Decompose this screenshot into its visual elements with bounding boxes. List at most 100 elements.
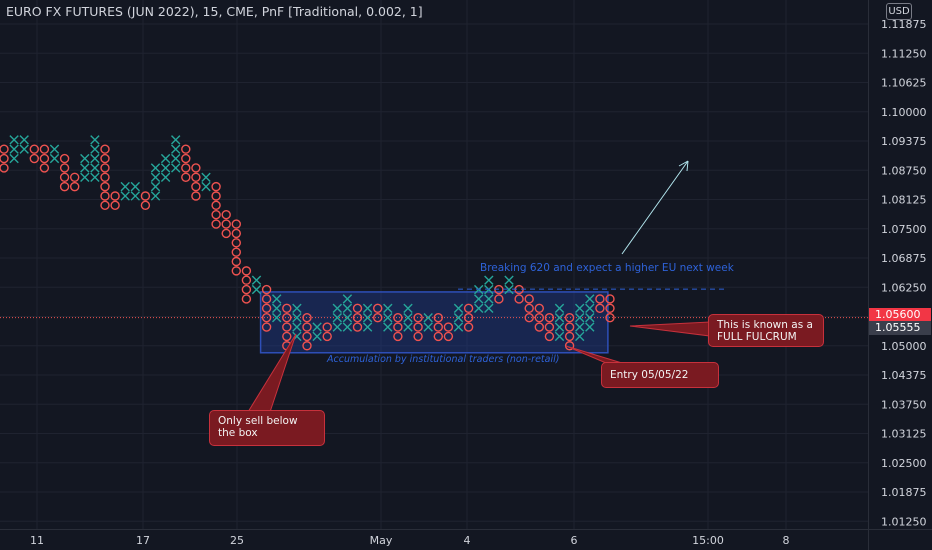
x-box [90, 153, 100, 164]
x-stroke [49, 153, 60, 164]
o-box [39, 144, 50, 154]
x-stroke [484, 303, 494, 314]
x-stroke [171, 163, 181, 173]
x-box [150, 191, 161, 201]
x-tick-label: May [370, 534, 393, 547]
fulcrum-note-pointer [629, 321, 711, 337]
o-box [463, 322, 474, 332]
x-box [484, 284, 494, 295]
annotation-lines [247, 160, 728, 413]
x-box [160, 163, 171, 173]
sell-note-line-2: the box [218, 427, 258, 439]
x-box [585, 322, 595, 332]
x-stroke [80, 172, 90, 182]
target-arrow-head [678, 160, 689, 172]
x-box [171, 153, 181, 164]
x-stroke [171, 144, 181, 154]
x-box [171, 163, 181, 173]
o-box [302, 322, 312, 332]
x-stroke [201, 181, 211, 192]
y-tick-label: 1.02500 [881, 457, 927, 470]
x-tick-label: 4 [464, 534, 471, 547]
accumulation-box [259, 291, 609, 354]
o-box [231, 266, 242, 276]
x-box [474, 284, 484, 295]
x-box [383, 303, 393, 314]
x-stroke [130, 181, 140, 192]
o-box [100, 181, 110, 192]
o-box [352, 303, 363, 314]
fulcrum-note-line-1: This is known as a [717, 319, 813, 331]
o-box [29, 144, 39, 154]
o-box [59, 153, 70, 164]
o-box [564, 312, 575, 323]
x-box [150, 172, 161, 182]
o-box [110, 191, 120, 201]
x-box [362, 322, 373, 332]
x-stroke [251, 284, 262, 295]
o-box [352, 322, 363, 332]
o-box [191, 172, 201, 182]
o-box [443, 331, 454, 342]
x-stroke [332, 303, 342, 314]
o-box [524, 312, 534, 323]
x-stroke [575, 331, 585, 342]
x-stroke [312, 331, 322, 342]
o-box [241, 284, 252, 295]
x-box [150, 181, 161, 192]
x-stroke [342, 294, 353, 304]
chart-title: EURO FX FUTURES (JUN 2022), 15, CME, PnF… [6, 4, 423, 19]
o-box [595, 303, 605, 314]
x-stroke [484, 275, 494, 285]
o-box [393, 312, 403, 323]
x-stroke [251, 275, 262, 285]
x-box [90, 172, 100, 182]
x-box [383, 322, 393, 332]
x-box [19, 144, 29, 154]
x-stroke [474, 284, 484, 295]
x-stroke [90, 153, 100, 164]
x-stroke [554, 331, 565, 342]
x-box [90, 135, 100, 145]
x-box [362, 303, 373, 314]
x-stroke [332, 312, 342, 323]
x-stroke [272, 312, 282, 323]
y-tick-label: 1.11875 [881, 18, 927, 31]
o-box [100, 144, 110, 154]
x-box [292, 322, 302, 332]
currency-button[interactable]: USD [886, 3, 912, 20]
x-box [90, 163, 100, 173]
x-tick-label: 15:00 [692, 534, 724, 547]
entry-note-text: Entry 05/05/22 [610, 369, 689, 381]
o-box [352, 312, 363, 323]
o-box [140, 200, 151, 211]
last-price-tag: 1.05555 [869, 321, 931, 335]
x-stroke [403, 312, 413, 323]
x-stroke [9, 144, 19, 154]
y-tick-label: 1.10625 [881, 77, 927, 90]
x-stroke [171, 153, 181, 164]
o-box [605, 312, 615, 323]
x-stroke [150, 172, 161, 182]
o-box [231, 247, 242, 257]
grid [0, 0, 868, 529]
x-stroke [120, 181, 130, 192]
x-tick-label: 17 [136, 534, 150, 547]
x-stroke [484, 294, 494, 304]
x-box [19, 135, 29, 145]
x-box [120, 191, 130, 201]
x-stroke [272, 294, 282, 304]
o-box [100, 200, 110, 211]
x-stroke [150, 181, 161, 192]
fulcrum-note-callout: This is known as a FULL FULCRUM [708, 314, 824, 347]
x-stroke [554, 303, 565, 314]
x-box [9, 153, 19, 164]
y-tick-label: 1.01875 [881, 486, 927, 499]
x-tick-label: 25 [230, 534, 244, 547]
y-tick-label: 1.08125 [881, 194, 927, 207]
x-box [554, 322, 565, 332]
fulcrum-note-line-2: FULL FULCRUM [717, 331, 797, 343]
x-stroke [575, 322, 585, 332]
o-box [494, 294, 504, 304]
x-box [130, 191, 140, 201]
